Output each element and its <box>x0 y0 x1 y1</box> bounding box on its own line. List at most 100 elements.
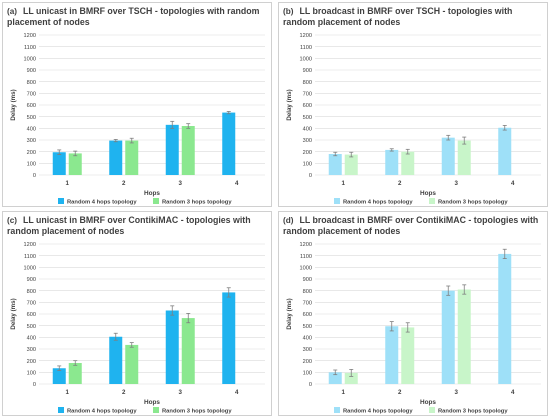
y-axis-title: Delay (ms) <box>286 298 293 329</box>
bar <box>165 310 179 384</box>
legend-swatch <box>334 407 340 413</box>
panel-b: (b) LL broadcast in BMRF over TSCH - topo… <box>278 2 548 207</box>
y-tick-label: 600 <box>27 312 36 318</box>
y-tick-label: 400 <box>303 127 312 133</box>
bar <box>328 372 342 384</box>
x-axis-title: Hops <box>144 190 160 197</box>
y-tick-label: 800 <box>303 80 312 86</box>
y-tick-label: 1000 <box>24 57 36 63</box>
x-tick-label: 3 <box>455 389 459 396</box>
bar <box>52 152 66 175</box>
y-tick-label: 600 <box>303 312 312 318</box>
y-tick-label: 100 <box>27 162 36 168</box>
legend-swatch <box>58 198 64 204</box>
legend-swatch <box>153 407 159 413</box>
y-tick-label: 800 <box>27 80 36 86</box>
bar <box>401 151 415 175</box>
bar <box>109 140 123 175</box>
x-axis-title: Hops <box>144 399 160 406</box>
bar <box>457 140 471 175</box>
x-tick-label: 3 <box>179 180 183 187</box>
x-tick-label: 4 <box>235 180 239 187</box>
y-tick-label: 200 <box>303 150 312 156</box>
legend-label: Random 3 hops topology <box>438 409 508 415</box>
y-tick-label: 1100 <box>300 45 312 51</box>
bar <box>441 290 455 384</box>
y-tick-label: 700 <box>303 301 312 307</box>
y-tick-label: 100 <box>303 371 312 377</box>
legend-label: Random 3 hops topology <box>438 200 508 206</box>
y-tick-label: 100 <box>303 162 312 168</box>
x-tick-label: 3 <box>179 389 183 396</box>
bar <box>52 368 66 384</box>
bar <box>385 149 399 175</box>
y-tick-label: 400 <box>27 336 36 342</box>
x-axis-title: Hops <box>420 190 436 197</box>
x-tick-label: 4 <box>511 389 515 396</box>
chart-title: LL unicast in BMRF over ContikiMAC - top… <box>7 215 251 236</box>
legend-label: Random 4 hops topology <box>343 200 413 206</box>
bar <box>498 127 512 175</box>
chart-a: 0 100 200 300 400 500 600 700 800 900 1000 1100 1200… <box>10 33 265 206</box>
x-tick-label: 1 <box>342 180 346 187</box>
panel-d: (d) LL broadcast in BMRF over ContikiMAC … <box>278 211 548 416</box>
y-tick-label: 900 <box>27 277 36 283</box>
x-axis-title: Hops <box>420 399 436 406</box>
y-tick-label: 300 <box>303 347 312 353</box>
bar <box>165 124 179 175</box>
panel-title: (b) LL broadcast in BMRF over TSCH - topo… <box>283 6 545 28</box>
y-axis-title: Delay (ms) <box>10 298 17 329</box>
chart-title: LL broadcast in BMRF over ContikiMAC - t… <box>283 215 539 236</box>
x-tick-label: 2 <box>398 180 402 187</box>
bar <box>125 140 139 175</box>
y-tick-label: 800 <box>27 289 36 295</box>
y-tick-label: 500 <box>27 324 36 330</box>
y-tick-label: 600 <box>303 103 312 109</box>
bar <box>181 318 195 384</box>
x-tick-label: 1 <box>66 389 70 396</box>
y-tick-label: 1000 <box>24 266 36 272</box>
x-tick-label: 4 <box>511 180 515 187</box>
y-tick-label: 900 <box>27 68 36 74</box>
y-tick-label: 900 <box>303 277 312 283</box>
bar <box>344 372 358 384</box>
panel-label: (a) <box>7 7 18 16</box>
y-tick-label: 500 <box>303 115 312 121</box>
legend-swatch <box>429 407 435 413</box>
bar <box>222 112 236 175</box>
y-tick-label: 200 <box>27 150 36 156</box>
y-tick-label: 900 <box>303 68 312 74</box>
y-tick-label: 300 <box>27 347 36 353</box>
y-tick-label: 400 <box>27 127 36 133</box>
y-tick-label: 500 <box>27 115 36 121</box>
legend-label: Random 4 hops topology <box>67 200 137 206</box>
panel-label: (c) <box>7 216 18 225</box>
x-tick-label: 3 <box>455 180 459 187</box>
y-tick-label: 1200 <box>300 242 312 248</box>
panel-a: (a) LL unicast in BMRF over TSCH - topolo… <box>2 2 272 207</box>
bar <box>385 326 399 384</box>
bar <box>344 154 358 175</box>
panel-title: (d) LL broadcast in BMRF over ContikiMAC … <box>283 215 545 237</box>
y-tick-label: 300 <box>303 138 312 144</box>
bar <box>68 363 82 384</box>
bar <box>125 344 139 384</box>
panel-title: (a) LL unicast in BMRF over TSCH - topolo… <box>7 6 269 28</box>
chart-b: 0 100 200 300 400 500 600 700 800 900 1000 1100 1200… <box>286 33 541 206</box>
y-tick-label: 700 <box>27 92 36 98</box>
y-tick-label: 800 <box>303 289 312 295</box>
y-tick-label: 700 <box>27 301 36 307</box>
x-tick-label: 1 <box>342 389 346 396</box>
legend-swatch <box>58 407 64 413</box>
x-tick-label: 2 <box>122 389 126 396</box>
chart-title: LL broadcast in BMRF over TSCH - topolog… <box>283 6 513 27</box>
y-tick-label: 1000 <box>300 57 312 63</box>
y-tick-label: 1200 <box>300 33 312 39</box>
y-tick-label: 100 <box>27 371 36 377</box>
y-axis-title: Delay (ms) <box>10 89 17 120</box>
legend-label: Random 3 hops topology <box>162 409 232 415</box>
y-tick-label: 0 <box>309 173 312 179</box>
y-tick-label: 1200 <box>24 33 36 39</box>
y-tick-label: 0 <box>33 173 36 179</box>
